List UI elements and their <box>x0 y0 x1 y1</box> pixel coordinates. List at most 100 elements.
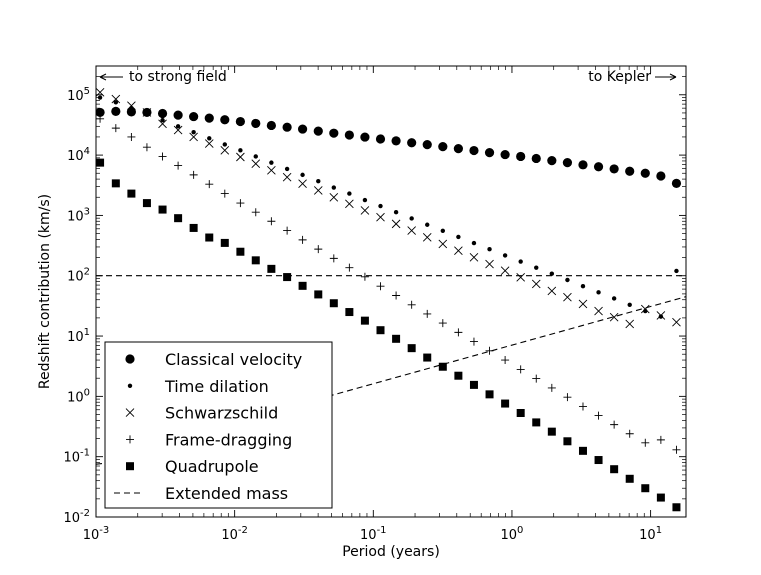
schwarzschild-point <box>204 139 214 148</box>
frame-dragging-point <box>142 143 151 152</box>
legend: Classical velocity Time dilation Schwarzsc… <box>104 341 333 509</box>
plot-frame <box>95 65 687 518</box>
extended-mass-line-2 <box>317 296 686 400</box>
schwarzschild-point <box>625 319 635 329</box>
time-dilation-point <box>580 284 586 289</box>
classical-velocity-point <box>500 149 510 160</box>
frame-dragging-point <box>345 263 354 272</box>
time-dilation-point <box>347 191 352 196</box>
schwarzschild-point <box>360 206 370 215</box>
classical-velocity-point <box>96 107 105 118</box>
time-dilation-point <box>596 290 601 295</box>
time-dilation-point <box>611 296 617 301</box>
legend-label: Frame-dragging <box>165 430 292 449</box>
series-quadrupole <box>96 158 681 512</box>
x-axis-label: Period (years) <box>342 544 440 560</box>
legend-item-classical-velocity: Classical velocity <box>125 350 302 369</box>
frame-dragging-point <box>594 411 603 420</box>
legend-item-quadrupole: Quadrupole <box>126 457 259 476</box>
schwarzschild-point <box>313 186 323 195</box>
classical-velocity-point <box>313 126 323 136</box>
frame-dragging-point <box>267 217 276 226</box>
schwarzschild-point <box>531 279 541 289</box>
classical-velocity-point <box>220 115 230 125</box>
legend-swatch <box>125 408 135 417</box>
frame-dragging-point <box>392 291 401 300</box>
frame-dragging-point <box>174 161 183 170</box>
frame-dragging-point <box>158 152 167 161</box>
frame-dragging-point <box>516 365 525 374</box>
schwarzschild-point <box>298 179 307 189</box>
quadrupole-point <box>563 437 572 446</box>
schwarzschild-point <box>500 266 510 276</box>
classical-velocity-point <box>297 124 308 134</box>
time-dilation-point <box>534 265 539 270</box>
frame-dragging-point <box>610 420 619 429</box>
quadrupole-point <box>454 371 463 380</box>
frame-dragging-point <box>251 208 260 217</box>
schwarzschild-point <box>127 101 136 110</box>
schwarzschild-point <box>438 239 448 249</box>
quadrupole-point <box>656 493 665 502</box>
quadrupole-point <box>610 465 619 474</box>
classical-velocity-point <box>593 162 604 172</box>
quadrupole-point <box>423 353 432 362</box>
time-dilation-point <box>425 222 430 227</box>
quadrupole-point <box>283 273 292 282</box>
classical-velocity-point <box>438 142 448 152</box>
legend-label: Schwarzschild <box>165 404 278 423</box>
frame-dragging-point <box>205 180 214 189</box>
schwarzschild-point <box>236 152 245 162</box>
schwarzschild-point <box>656 311 666 320</box>
schwarzschild-point <box>391 219 401 229</box>
frame-dragging-point <box>423 309 432 318</box>
time-dilation-point <box>440 228 446 233</box>
schwarzschild-point <box>422 232 432 242</box>
x-tick-label: 100 <box>500 525 523 543</box>
frame-dragging-point <box>189 170 198 179</box>
y-tick-label: 105 <box>67 86 90 104</box>
quadrupole-point <box>485 390 494 399</box>
quadrupole-point <box>547 427 556 436</box>
schwarzschild-point <box>578 299 588 309</box>
schwarzschild-point <box>158 119 167 129</box>
frame-dragging-point <box>314 245 323 254</box>
schwarzschild-point <box>547 286 557 296</box>
right-arrow-icon <box>669 73 677 81</box>
quadrupole-point <box>641 484 650 493</box>
time-dilation-point <box>518 259 523 264</box>
quadrupole-point <box>516 408 525 417</box>
quadrupole-point <box>174 214 183 223</box>
y-tick-label: 100 <box>67 387 90 405</box>
frame-dragging-point <box>501 356 510 365</box>
schwarzschild-point <box>251 159 261 169</box>
quadrupole-point <box>127 189 136 198</box>
quadrupole-point <box>532 418 541 427</box>
time-dilation-point <box>284 166 290 172</box>
schwarzschild-point <box>282 172 292 182</box>
classical-velocity-point <box>266 120 276 131</box>
schwarzschild-point <box>189 132 198 142</box>
quadrupole-point <box>142 199 151 208</box>
classical-velocity-point <box>375 134 386 144</box>
legend-item-schwarzschild: Schwarzschild <box>125 404 278 423</box>
y-axis-label: Redshift contribution (km/s) <box>37 194 53 389</box>
legend-swatch <box>127 383 133 388</box>
quadrupole-point <box>220 238 229 247</box>
time-dilation-point <box>409 216 414 221</box>
classical-velocity-point <box>469 145 479 156</box>
frame-dragging-point <box>438 319 447 328</box>
time-dilation-point <box>362 197 368 203</box>
frame-dragging-point <box>469 337 478 346</box>
data-marks <box>96 87 682 512</box>
quadrupole-point <box>345 308 354 317</box>
frame-dragging-point <box>532 374 541 383</box>
classical-velocity-point <box>126 107 136 117</box>
frame-dragging-point <box>283 226 292 235</box>
time-dilation-point <box>175 124 181 129</box>
time-dilation-point <box>300 172 305 178</box>
frame-dragging-point <box>127 132 136 141</box>
x-tick-label: 101 <box>639 525 662 543</box>
frame-dragging-point <box>329 254 338 263</box>
